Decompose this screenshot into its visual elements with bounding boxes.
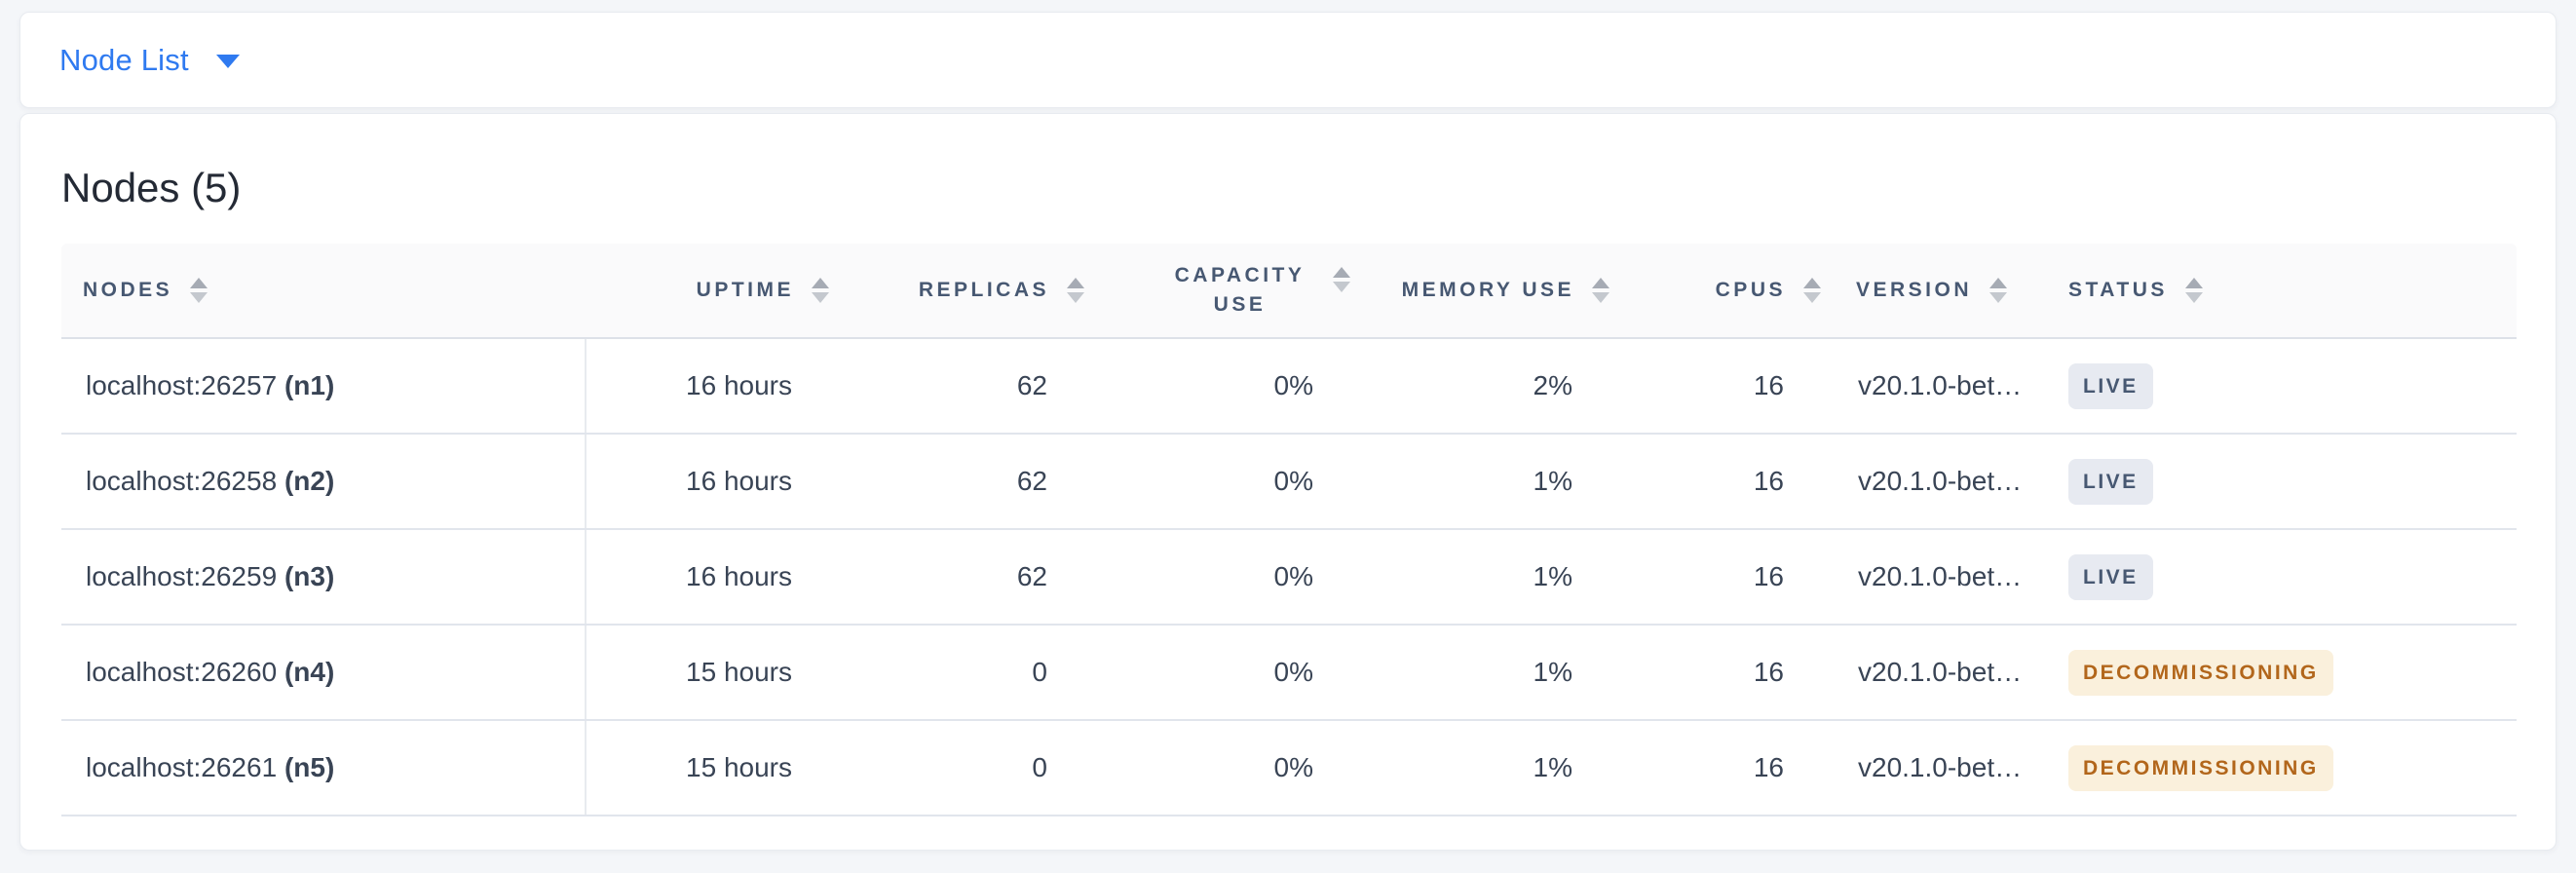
capacity-use-cell: 0%	[1114, 529, 1380, 626]
nodes-card: Nodes (5) NODES UPTIME REPLICAS CAPACITY…	[19, 113, 2557, 851]
chevron-down-icon	[215, 55, 240, 68]
uptime-cell: 16 hours	[586, 434, 858, 530]
page-title: Nodes (5)	[61, 165, 242, 210]
status-badge: DECOMMISSIONING	[2068, 744, 2333, 791]
view-dropdown[interactable]: Node List	[59, 43, 240, 78]
version-cell: v20.1.0-bet…	[1850, 625, 2057, 721]
column-header-cpus[interactable]: CPUS	[1639, 244, 1850, 339]
sort-icon	[1989, 278, 2008, 303]
status-badge: LIVE	[2068, 362, 2153, 409]
cpus-cell: 16	[1639, 625, 1850, 721]
column-header-memory-use[interactable]: MEMORY USE	[1380, 244, 1639, 339]
capacity-use-cell: 0%	[1114, 434, 1380, 530]
memory-use-cell: 2%	[1380, 338, 1639, 435]
sort-icon	[190, 278, 208, 303]
cpus-cell: 16	[1639, 338, 1850, 435]
node-address-cell: localhost:26259 (n3)	[61, 529, 587, 626]
node-link[interactable]: localhost:26261 (n5)	[86, 752, 335, 782]
status-cell: DECOMMISSIONING	[2057, 625, 2517, 721]
memory-use-cell: 1%	[1380, 720, 1639, 816]
table-row: localhost:26258 (n2) 16 hours 62 0% 1% 16 v20.…	[61, 434, 2517, 530]
node-link[interactable]: localhost:26258 (n2)	[86, 466, 335, 496]
table-row: localhost:26257 (n1) 16 hours 62 0% 2% 16 v20.…	[61, 338, 2517, 435]
column-header-replicas[interactable]: REPLICAS	[858, 244, 1114, 339]
view-dropdown-label: Node List	[59, 42, 189, 77]
capacity-use-cell: 0%	[1114, 625, 1380, 721]
view-selector-bar: Node List	[19, 12, 2557, 108]
replicas-cell: 62	[858, 434, 1114, 530]
node-address-cell: localhost:26257 (n1)	[61, 338, 587, 435]
replicas-cell: 62	[858, 338, 1114, 435]
status-cell: DECOMMISSIONING	[2057, 720, 2517, 816]
column-header-version[interactable]: VERSION	[1850, 244, 2057, 339]
node-link[interactable]: localhost:26257 (n1)	[86, 370, 335, 400]
replicas-cell: 0	[858, 625, 1114, 721]
cpus-cell: 16	[1639, 434, 1850, 530]
node-address-cell: localhost:26260 (n4)	[61, 625, 587, 721]
version-cell: v20.1.0-bet…	[1850, 720, 2057, 816]
column-header-capacity-use[interactable]: CAPACITY USE	[1114, 244, 1380, 339]
sort-icon	[812, 278, 829, 303]
node-address-cell: localhost:26261 (n5)	[61, 720, 587, 816]
table-row: localhost:26260 (n4) 15 hours 0 0% 1% 16 v20.1…	[61, 625, 2517, 721]
version-cell: v20.1.0-bet…	[1850, 529, 2057, 626]
status-cell: LIVE	[2057, 338, 2517, 435]
cpus-cell: 16	[1639, 720, 1850, 816]
status-badge: DECOMMISSIONING	[2068, 649, 2333, 696]
sort-icon	[1592, 278, 1610, 303]
column-header-status[interactable]: STATUS	[2057, 244, 2517, 339]
memory-use-cell: 1%	[1380, 434, 1639, 530]
table-header-row: NODES UPTIME REPLICAS CAPACITY USE MEMOR…	[61, 244, 2517, 339]
replicas-cell: 62	[858, 529, 1114, 626]
uptime-cell: 16 hours	[586, 338, 858, 435]
status-badge: LIVE	[2068, 553, 2153, 600]
status-cell: LIVE	[2057, 434, 2517, 530]
sort-icon	[1333, 266, 1350, 292]
memory-use-cell: 1%	[1380, 529, 1639, 626]
sort-icon	[2184, 278, 2203, 303]
uptime-cell: 16 hours	[586, 529, 858, 626]
sort-icon	[1803, 278, 1821, 303]
version-cell: v20.1.0-bet…	[1850, 338, 2057, 435]
status-cell: LIVE	[2057, 529, 2517, 626]
table-row: localhost:26259 (n3) 16 hours 62 0% 1% 16 v20.…	[61, 529, 2517, 626]
sort-icon	[1067, 278, 1084, 303]
capacity-use-cell: 0%	[1114, 720, 1380, 816]
column-header-uptime[interactable]: UPTIME	[586, 244, 858, 339]
version-cell: v20.1.0-bet…	[1850, 434, 2057, 530]
cpus-cell: 16	[1639, 529, 1850, 626]
column-header-nodes[interactable]: NODES	[61, 244, 586, 339]
node-link[interactable]: localhost:26260 (n4)	[86, 657, 335, 687]
node-link[interactable]: localhost:26259 (n3)	[86, 561, 335, 591]
node-address-cell: localhost:26258 (n2)	[61, 434, 587, 530]
replicas-cell: 0	[858, 720, 1114, 816]
memory-use-cell: 1%	[1380, 625, 1639, 721]
status-badge: LIVE	[2068, 458, 2153, 505]
uptime-cell: 15 hours	[586, 625, 858, 721]
capacity-use-cell: 0%	[1114, 338, 1380, 435]
node-list-table: NODES UPTIME REPLICAS CAPACITY USE MEMOR…	[61, 244, 2517, 816]
table-row: localhost:26261 (n5) 15 hours 0 0% 1% 16 v20.1…	[61, 720, 2517, 816]
uptime-cell: 15 hours	[586, 720, 858, 816]
